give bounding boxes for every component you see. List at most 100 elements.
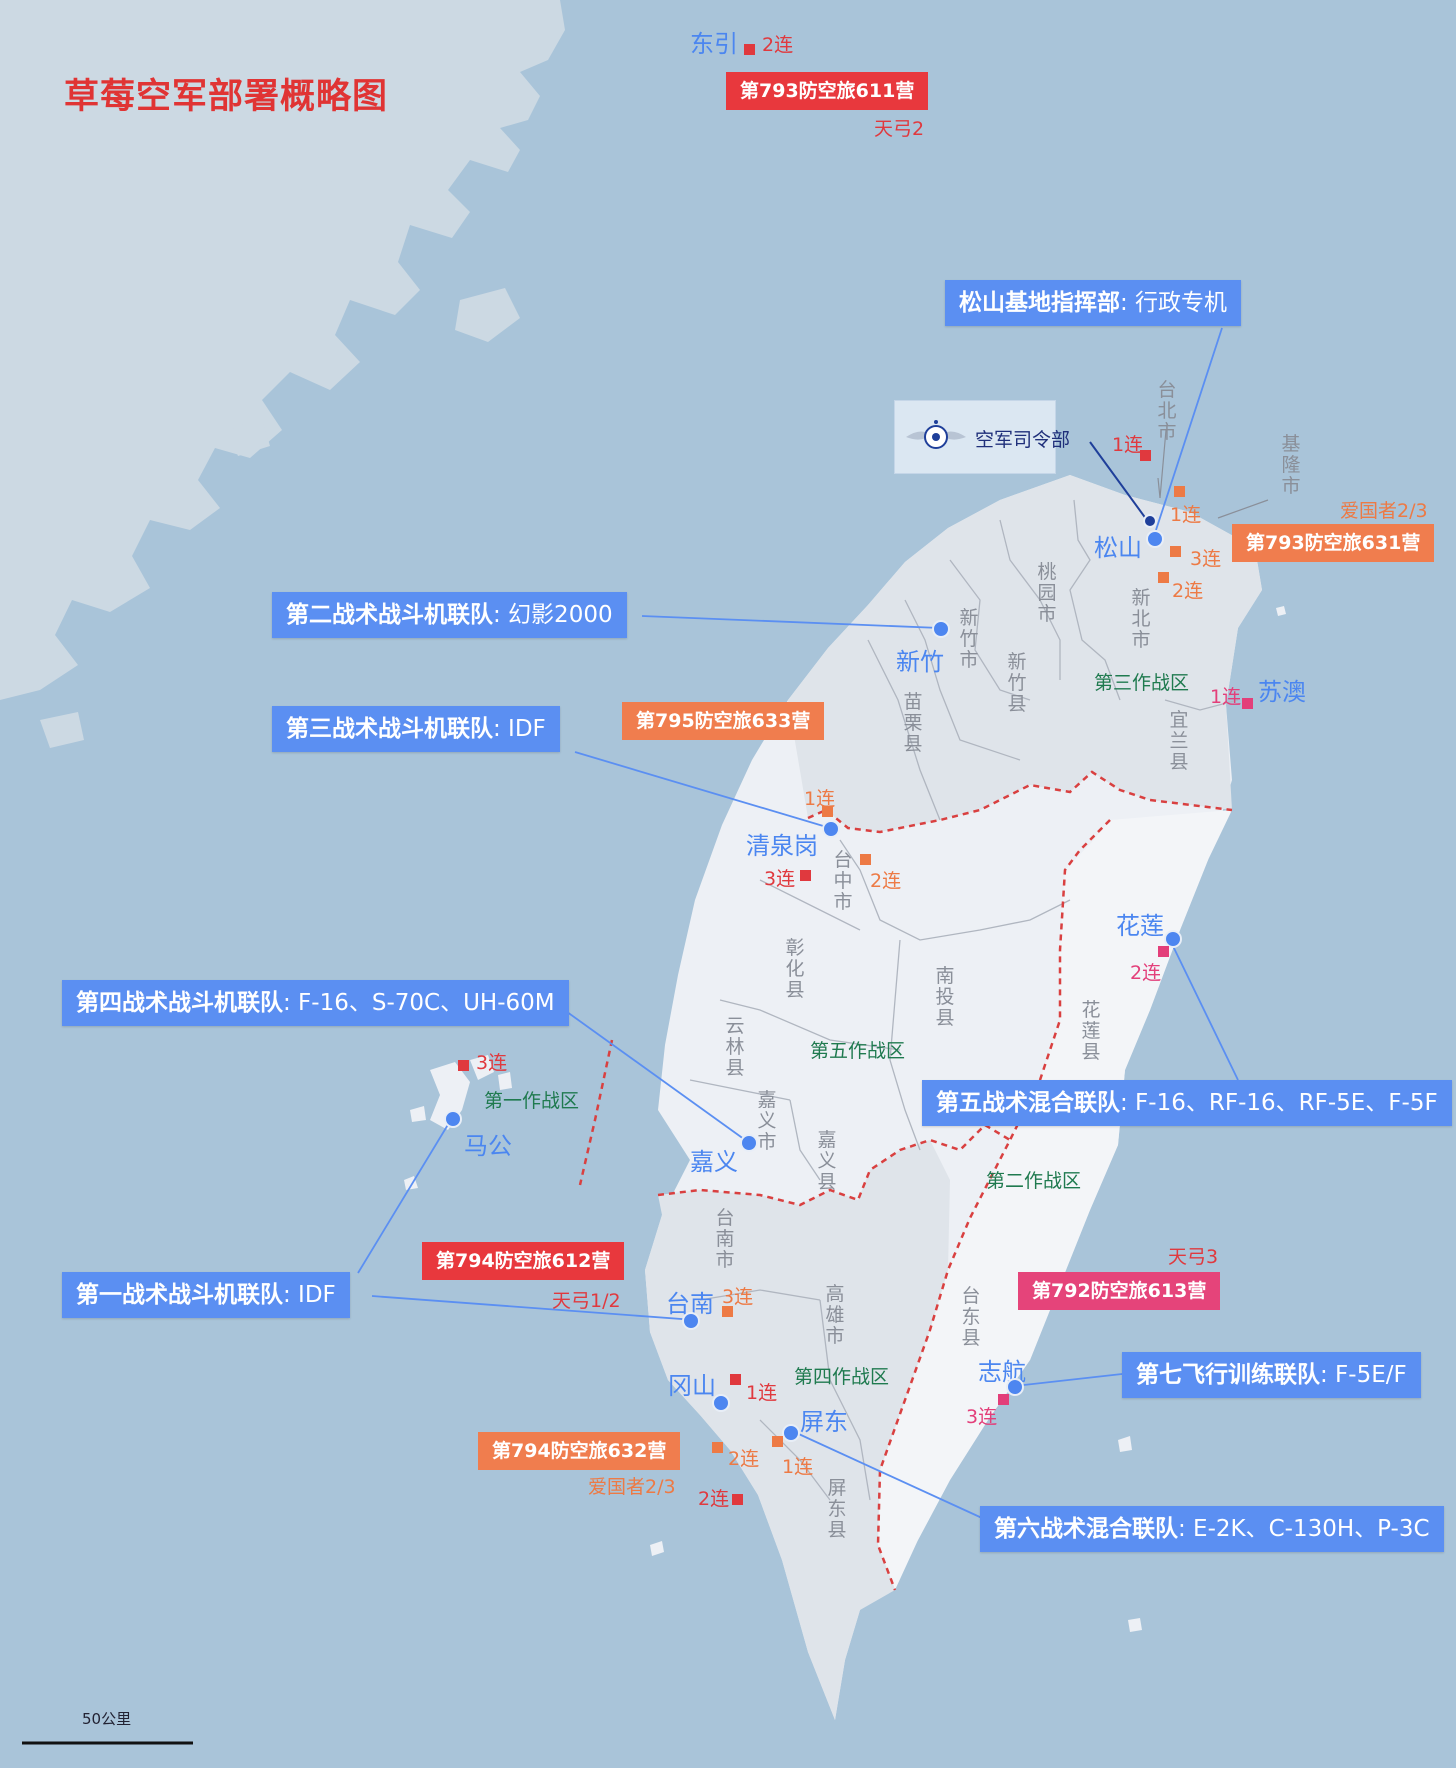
county-hsinchu-county: 新竹县	[1007, 651, 1027, 715]
company-marker	[1140, 450, 1151, 461]
county-miaoli-county: 苗栗县	[903, 691, 923, 755]
company-pingtung-1: 1连	[782, 1456, 814, 1478]
company-keelung-1: 1连	[1170, 504, 1202, 526]
missile-note-tiangong2: 天弓2	[874, 118, 925, 140]
company-marker	[998, 1394, 1009, 1405]
county-taitung-county: 台东县	[961, 1285, 981, 1349]
county-taichung-city: 台中市	[833, 849, 853, 913]
unit-songshan-command: 松山基地指挥部: 行政专机	[945, 280, 1242, 326]
company-suao-1: 1连	[1210, 686, 1242, 708]
mainland-china	[0, 0, 565, 700]
unit-wing6: 第六战术混合联队: E-2K、C-130H、P-3C	[980, 1506, 1444, 1552]
company-ne-3: 3连	[1190, 548, 1222, 570]
penghu-island	[430, 1062, 470, 1130]
company-zhihang-3: 3连	[966, 1406, 998, 1428]
company-marker	[744, 44, 755, 55]
north-region	[788, 475, 1262, 832]
unit-wing4: 第四战术战斗机联队: F-16、S-70C、UH-60M	[62, 980, 569, 1026]
hq-label: 空军司令部	[975, 429, 1071, 451]
base-dot-hualien	[1164, 930, 1182, 948]
unit-aircraft: : F-5E/F	[1320, 1362, 1407, 1388]
unit-aircraft: : 幻影2000	[493, 602, 613, 628]
city-chingchuankang: 清泉岗	[746, 832, 818, 860]
east-region	[878, 810, 1232, 1590]
base-dot-songshan	[1146, 530, 1164, 548]
air-force-emblem-icon	[906, 420, 966, 449]
base-dot-zhihang	[1006, 1378, 1024, 1396]
company-ne-2: 2连	[1172, 580, 1204, 602]
company-marker	[800, 870, 811, 881]
county-kaohsiung-city: 高雄市	[825, 1283, 845, 1347]
county-newtaipei-city: 新北市	[1131, 587, 1151, 651]
unit-name: 第三战术战斗机联队	[286, 716, 493, 742]
air-force-hq-box: 空军司令部	[894, 400, 1070, 474]
unit-aircraft: : IDF	[493, 716, 546, 742]
city-dongyin: 东引	[690, 30, 738, 58]
unit-aircraft: : 行政专机	[1120, 290, 1228, 316]
unit-aircraft: : E-2K、C-130H、P-3C	[1178, 1516, 1430, 1542]
unit-wing3: 第三战术战斗机联队: IDF	[272, 706, 560, 752]
base-dot-chingchuankang	[822, 820, 840, 838]
company-ccK-2: 2连	[870, 870, 902, 892]
unit-name: 第一战术战斗机联队	[76, 1282, 283, 1308]
brigade-792-613: 第792防空旅613营	[1018, 1272, 1221, 1310]
city-hsinchu: 新竹	[896, 648, 944, 676]
company-gangshan-1: 1连	[746, 1382, 778, 1404]
base-dot-hsinchu	[932, 620, 950, 638]
zone-2: 第二作战区	[986, 1170, 1082, 1192]
county-keelung-city: 基隆市	[1281, 433, 1301, 497]
unit-name: 第二战术战斗机联队	[286, 602, 493, 628]
company-marker	[860, 854, 871, 865]
company-dongyin-2: 2连	[762, 34, 794, 56]
company-marker	[712, 1442, 723, 1453]
unit-aircraft: : F-16、S-70C、UH-60M	[283, 990, 555, 1016]
company-marker	[1174, 486, 1185, 497]
unit-name: 第七飞行训练联队	[1136, 1362, 1320, 1388]
unit-wing7: 第七飞行训练联队: F-5E/F	[1122, 1352, 1421, 1398]
city-suao: 苏澳	[1258, 678, 1306, 706]
brigade-793-631: 第793防空旅631营	[1232, 524, 1435, 562]
company-south-2: 2连	[698, 1488, 730, 1510]
company-marker	[1158, 946, 1169, 957]
company-marker	[730, 1374, 741, 1385]
company-marker	[458, 1060, 469, 1071]
county-taipei-city: 台北市	[1157, 379, 1177, 443]
county-changhua-county: 彰化县	[785, 937, 805, 1001]
company-marker	[722, 1306, 733, 1317]
company-marker	[1170, 546, 1181, 557]
missile-note-patriot-north: 爱国者2/3	[1340, 500, 1428, 522]
county-taoyuan-city: 桃园市	[1037, 561, 1057, 625]
brigade-794-612: 第794防空旅612营	[422, 1242, 625, 1280]
company-ccK-1: 1连	[804, 788, 836, 810]
scale-label: 50公里	[82, 1710, 132, 1728]
base-dot-tainan	[682, 1312, 700, 1330]
city-songshan: 松山	[1094, 534, 1142, 562]
zone-4: 第四作战区	[794, 1366, 890, 1388]
county-yunlin-county: 云林县	[725, 1015, 745, 1079]
brigade-793-611: 第793防空旅611营	[726, 72, 929, 110]
missile-note-tiangong12: 天弓1/2	[552, 1290, 621, 1312]
county-tainan-city: 台南市	[715, 1207, 735, 1271]
missile-note-tiangong3: 天弓3	[1168, 1246, 1219, 1268]
base-dot-pingtung	[782, 1424, 800, 1442]
unit-wing2: 第二战术战斗机联队: 幻影2000	[272, 592, 627, 638]
county-pingtung-county: 屏东县	[827, 1477, 847, 1541]
company-magong-3: 3连	[476, 1052, 508, 1074]
brigade-795-633: 第795防空旅633营	[622, 702, 825, 740]
zone-5: 第五作战区	[810, 1040, 906, 1062]
unit-name: 第五战术混合联队	[936, 1090, 1120, 1116]
company-hualien-2: 2连	[1130, 962, 1162, 984]
company-ccK-3: 3连	[764, 868, 796, 890]
zone-3: 第三作战区	[1094, 672, 1190, 694]
company-taipei-1: 1连	[1112, 434, 1144, 456]
city-magong: 马公	[464, 1132, 512, 1160]
company-marker	[1158, 572, 1169, 583]
county-chiayi-city: 嘉义市	[757, 1089, 777, 1153]
base-dot-magong	[444, 1110, 462, 1128]
zone-1: 第一作战区	[484, 1090, 580, 1112]
county-hsinchu-city: 新竹市	[959, 607, 979, 671]
missile-note-patriot-south: 爱国者2/3	[588, 1476, 676, 1498]
company-marker	[732, 1494, 743, 1505]
